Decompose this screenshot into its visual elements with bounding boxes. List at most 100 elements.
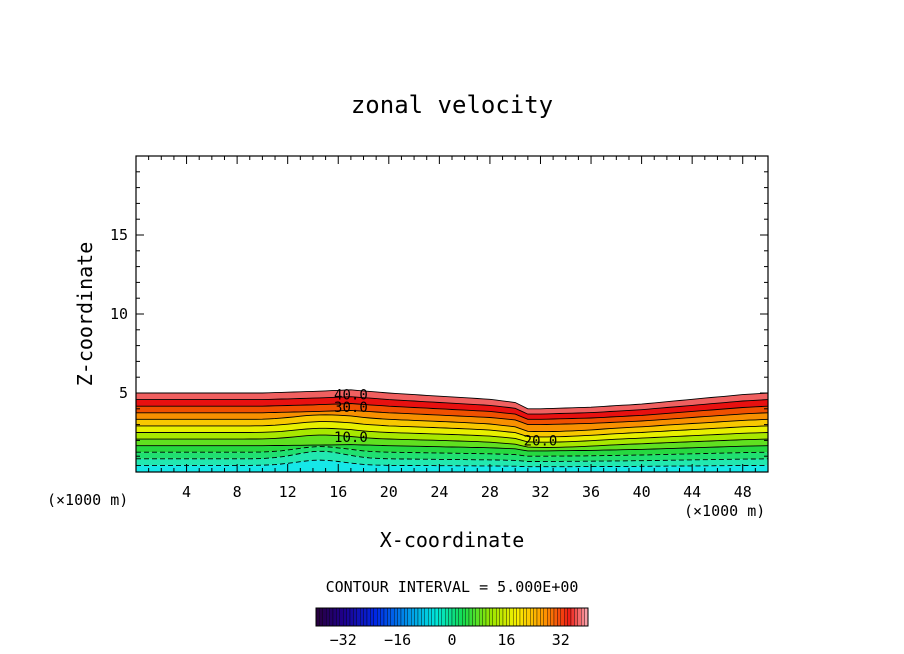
y-tick-label: 10 <box>110 305 128 323</box>
colorbar-cell <box>543 607 548 627</box>
contour-band-0 <box>136 444 768 457</box>
contour-label: 30.0 <box>334 400 368 416</box>
contour-band-5 <box>136 435 768 451</box>
x-tick-label: 12 <box>279 483 297 501</box>
x-tick-label: 24 <box>430 483 448 501</box>
colorbar-cell <box>400 607 405 627</box>
colorbar-cell <box>390 607 395 627</box>
colorbar-cell <box>336 607 340 627</box>
colorbar-cell <box>577 607 582 627</box>
colorbar-cell <box>530 607 534 627</box>
contour-line <box>136 434 768 448</box>
colorbar-cell <box>397 607 402 627</box>
colorbar-cell <box>519 607 524 627</box>
contour-bands <box>136 389 768 472</box>
x-tick-label: 28 <box>481 483 499 501</box>
colorbar-cell <box>472 607 476 627</box>
colorbar-cell <box>581 607 585 627</box>
colorbar-cell <box>411 607 415 627</box>
x-tick-label: 16 <box>329 483 347 501</box>
x-tick-label: 20 <box>380 483 398 501</box>
colorbar-cell <box>584 607 589 627</box>
colorbar-cell <box>383 607 388 627</box>
colorbar-cell <box>441 607 446 627</box>
colorbar-tick-label: 16 <box>497 631 515 649</box>
colorbar-cell <box>319 607 323 627</box>
colorbar-cell <box>431 607 436 627</box>
x-tick-label: 44 <box>683 483 701 501</box>
colorbar-cell <box>502 607 507 627</box>
colorbar-cell <box>353 607 357 627</box>
contour-band--10 <box>136 451 768 467</box>
colorbar-tick-label: −32 <box>330 631 357 649</box>
colorbar-cell <box>506 607 510 627</box>
colorbar-cell <box>373 607 378 627</box>
colorbar-cell <box>370 607 374 627</box>
colorbar-tick-label: −16 <box>384 631 411 649</box>
colorbar-cell <box>377 607 381 627</box>
colorbar-cell <box>513 607 517 627</box>
contour-interval: CONTOUR INTERVAL = 5.000E+00 <box>326 578 579 596</box>
colorbar-cell <box>557 607 561 627</box>
x-axis-ticks: 4 8 12 16 20 24 28 32 36 40 44 48 <box>148 156 756 501</box>
colorbar-cell <box>407 607 412 627</box>
contour-line <box>136 427 768 443</box>
colorbar-cell <box>448 607 453 627</box>
x-tick-label: 36 <box>582 483 600 501</box>
x-tick-label: 8 <box>233 483 242 501</box>
colorbar-cell <box>451 607 456 627</box>
contour-band--5 <box>136 446 768 462</box>
contour-lines <box>136 389 768 468</box>
colorbar-cell <box>346 607 351 627</box>
colorbar-cell <box>366 607 371 627</box>
colorbar-cell <box>550 607 555 627</box>
colorbar-cell <box>434 607 439 627</box>
colorbar-cell <box>339 607 344 627</box>
colorbar-cell <box>387 607 391 627</box>
colorbar-cell <box>547 607 551 627</box>
colorbar-cell <box>560 607 565 627</box>
colorbar-cell <box>445 607 449 627</box>
colorbar-cell <box>496 607 500 627</box>
colorbar-cell <box>414 607 419 627</box>
contour-line <box>136 444 768 452</box>
colorbar-cell <box>485 607 490 627</box>
x-tick-label: 48 <box>734 483 752 501</box>
colorbar-cell <box>360 607 364 627</box>
contour-line <box>136 389 768 410</box>
y-axis-ticks: 5 10 15 <box>110 171 768 457</box>
contour-label: 40.0 <box>334 388 368 404</box>
colorbar-cell <box>553 607 558 627</box>
contour-band-40 <box>136 389 768 415</box>
colorbar-cell <box>574 607 578 627</box>
colorbar-cell <box>394 607 398 627</box>
contour-line <box>136 396 768 415</box>
colorbar-cell <box>404 607 408 627</box>
contour-band-20 <box>136 414 768 437</box>
colorbar-cell <box>516 607 521 627</box>
colorbar-frame <box>315 607 589 627</box>
colorbar-cell <box>536 607 541 627</box>
colorbar-cell <box>424 607 429 627</box>
colorbar-cell <box>567 607 572 627</box>
colorbar-cell <box>526 607 531 627</box>
colorbar-cell <box>349 607 354 627</box>
colorbar-cell <box>468 607 473 627</box>
colorbar-cell <box>499 607 504 627</box>
colorbar-cell <box>458 607 463 627</box>
contour-line <box>136 421 768 438</box>
contour-band-25 <box>136 410 768 432</box>
contour-band-30 <box>136 403 768 425</box>
colorbar-tick-label: 32 <box>552 631 570 649</box>
contour-band-15 <box>136 421 768 443</box>
x-tick-label: 40 <box>633 483 651 501</box>
contour-label: 10.0 <box>334 430 368 446</box>
contour-line <box>136 450 768 462</box>
y-tick-label: 5 <box>119 384 128 402</box>
y-axis-label: Z-coordinate <box>73 242 97 387</box>
colorbar-cell <box>462 607 466 627</box>
colorbar-cell <box>489 607 493 627</box>
colorbar-cell <box>564 607 568 627</box>
colorbar-cell <box>533 607 538 627</box>
